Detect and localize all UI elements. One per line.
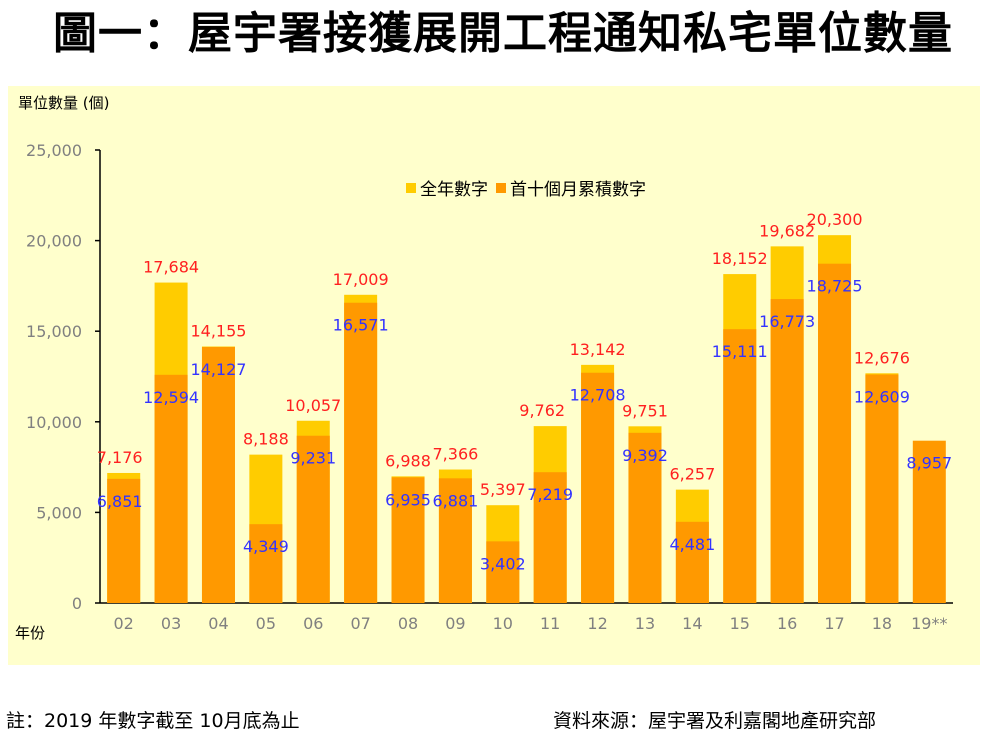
data-label-first-ten-months: 16,773 — [759, 312, 815, 331]
legend-label-first-ten-months: 首十個月累積數字 — [510, 180, 646, 200]
y-tick-label: 25,000 — [26, 141, 82, 160]
bar-first-ten-months — [865, 374, 899, 603]
y-tick-label: 10,000 — [26, 413, 82, 432]
data-label-full-year: 8,188 — [243, 430, 289, 449]
data-label-first-ten-months: 9,392 — [622, 446, 668, 465]
bar-first-ten-months — [201, 347, 235, 603]
y-tick-label: 15,000 — [26, 322, 82, 341]
x-tick-label: 15 — [730, 614, 750, 633]
data-label-first-ten-months: 7,219 — [527, 485, 573, 504]
bar-first-ten-months — [533, 472, 567, 603]
data-label-first-ten-months: 15,111 — [712, 342, 768, 361]
source-note: 資料來源：屋宇署及利嘉閣地產研究部 — [553, 710, 877, 732]
data-label-full-year: 18,152 — [712, 249, 768, 268]
x-tick-label: 04 — [208, 614, 228, 633]
x-tick-label: 11 — [540, 614, 560, 633]
x-tick-label: 19** — [911, 614, 947, 633]
y-tick-label: 0 — [72, 594, 82, 613]
bar-first-ten-months — [296, 435, 330, 603]
data-label-first-ten-months: 12,594 — [143, 388, 199, 407]
x-tick-label: 02 — [114, 614, 134, 633]
bar-first-ten-months — [912, 440, 946, 603]
x-tick-label: 13 — [635, 614, 655, 633]
x-tick-label: 17 — [824, 614, 844, 633]
bar-first-ten-months — [344, 302, 378, 603]
footnote: 註：2019 年數字截至 10月底為止 — [6, 710, 300, 732]
bar-first-ten-months — [486, 541, 520, 603]
data-label-first-ten-months: 9,231 — [290, 449, 336, 468]
legend-item-full-year: 全年數字 — [406, 175, 488, 200]
x-tick-label: 12 — [587, 614, 607, 633]
bar-first-ten-months — [391, 477, 425, 603]
x-tick-label: 08 — [398, 614, 418, 633]
chart-title: 圖一：屋宇署接獲展開工程通知私宅單位數量 — [53, 8, 953, 59]
data-label-full-year: 5,397 — [480, 480, 526, 499]
data-label-first-ten-months: 6,881 — [433, 491, 479, 510]
data-label-first-ten-months: 18,725 — [807, 277, 863, 296]
data-label-full-year: 7,366 — [433, 445, 479, 464]
x-axis-label: 年份 — [15, 624, 46, 642]
legend-swatch-full-year — [406, 182, 416, 193]
data-label-first-ten-months: 4,481 — [669, 535, 715, 554]
x-tick-label: 03 — [161, 614, 181, 633]
data-label-first-ten-months: 6,935 — [385, 490, 431, 509]
data-label-first-ten-months: 4,349 — [243, 537, 289, 556]
x-tick-label: 09 — [445, 614, 465, 633]
bar-first-ten-months — [438, 478, 472, 603]
data-label-full-year: 19,682 — [759, 221, 815, 240]
data-label-full-year: 10,057 — [285, 396, 341, 415]
bar-first-ten-months — [675, 521, 709, 603]
data-label-full-year: 6,988 — [385, 451, 431, 470]
x-tick-label: 06 — [303, 614, 323, 633]
legend-label-full-year: 全年數字 — [420, 180, 488, 200]
bar-first-ten-months — [154, 374, 188, 603]
x-tick-label: 07 — [350, 614, 370, 633]
bar-first-ten-months — [249, 524, 283, 603]
data-label-full-year: 14,155 — [190, 322, 246, 341]
y-tick-label: 5,000 — [36, 503, 82, 522]
data-label-full-year: 17,009 — [333, 270, 389, 289]
data-label-full-year: 7,176 — [97, 448, 143, 467]
data-label-full-year: 20,300 — [807, 210, 863, 229]
x-tick-label: 18 — [872, 614, 892, 633]
legend-swatch-first-ten-months — [496, 182, 506, 193]
data-label-first-ten-months: 12,609 — [854, 388, 910, 407]
y-axis-label: 單位數量 (個) — [18, 94, 110, 112]
x-tick-label: 05 — [256, 614, 276, 633]
data-label-first-ten-months: 16,571 — [333, 316, 389, 335]
legend-item-first-ten-months: 首十個月累積數字 — [496, 175, 646, 200]
bar-first-ten-months — [723, 329, 757, 603]
data-label-full-year: 17,684 — [143, 258, 199, 277]
bar-first-ten-months — [581, 372, 615, 603]
bar-first-ten-months — [818, 263, 852, 603]
data-label-full-year: 13,142 — [570, 340, 626, 359]
data-label-first-ten-months: 14,127 — [190, 360, 246, 379]
data-label-full-year: 12,676 — [854, 348, 910, 367]
y-tick-label: 20,000 — [26, 232, 82, 251]
data-label-first-ten-months: 6,851 — [97, 492, 143, 511]
x-tick-label: 10 — [493, 614, 513, 633]
data-label-first-ten-months: 8,957 — [906, 454, 952, 473]
bar-first-ten-months — [770, 299, 804, 603]
bar-first-ten-months — [107, 478, 141, 603]
data-label-full-year: 6,257 — [669, 465, 715, 484]
data-label-full-year: 9,762 — [519, 401, 565, 420]
bar-first-ten-months — [628, 432, 662, 603]
data-label-full-year: 9,751 — [622, 401, 668, 420]
legend: 全年數字 首十個月累積數字 — [406, 175, 654, 200]
data-label-first-ten-months: 3,402 — [480, 554, 526, 573]
x-tick-label: 14 — [682, 614, 702, 633]
x-tick-label: 16 — [777, 614, 797, 633]
data-label-first-ten-months: 12,708 — [570, 386, 626, 405]
